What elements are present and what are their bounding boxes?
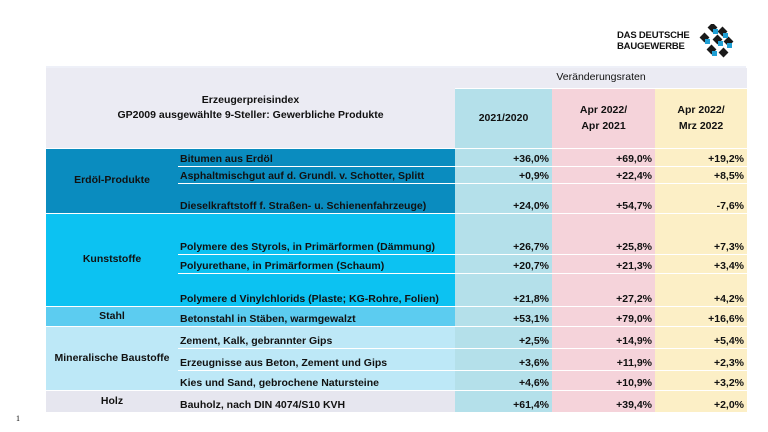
price-index-table: Erzeugerpreisindex GP2009 ausgewählte 9-… [46, 68, 748, 413]
product-cell: Erzeugnisse aus Beton, Zement und Gips [178, 348, 456, 371]
product-cell: Polymere d Vinylchlorids (Plaste; KG-Roh… [178, 273, 456, 307]
value-cell: +3,4% [655, 254, 748, 274]
value-cell: +26,7% [455, 213, 553, 255]
logo-text: DAS DEUTSCHE BAUGEWERBE [617, 30, 690, 52]
logo: DAS DEUTSCHE BAUGEWERBE [617, 24, 734, 58]
table-title-cell: Erzeugerpreisindex GP2009 ausgewählte 9-… [46, 68, 456, 149]
table-row: Kunststoffe Polymere des Styrols, in Prim… [46, 213, 748, 307]
table-row: Mineralische Baustoffe Zement, Kalk, gebr… [46, 326, 748, 391]
value-cell: +10,9% [552, 370, 656, 391]
table-row: Erdöl-Produkte Bitumen aus Erdöl +36,0% +69… [46, 148, 748, 214]
value-cell: +22,4% [552, 166, 656, 184]
table-row: Erzeugnisse aus Beton, Zement und Gips +3… [46, 348, 748, 371]
table-title: Erzeugerpreisindex [201, 93, 300, 106]
value-cell: +8,5% [655, 166, 748, 184]
value-cell: +54,7% [552, 183, 656, 214]
value-cell: +2,0% [655, 390, 748, 413]
logo-line-1: DAS DEUTSCHE [617, 30, 690, 41]
value-cell: +39,4% [552, 390, 656, 413]
value-cell: +20,7% [455, 254, 553, 274]
product-cell: Bauholz, nach DIN 4074/S10 KVH [178, 390, 456, 413]
product-cell: Zement, Kalk, gebrannter Gips [178, 326, 456, 349]
product-cell: Dieselkraftstoff f. Straßen- u. Schienen… [178, 183, 456, 214]
category-cell: Holz [46, 390, 178, 413]
value-cell: +25,8% [552, 213, 656, 255]
value-cell: -7,6% [655, 183, 748, 214]
value-cell: +16,6% [655, 306, 748, 327]
table-row: Dieselkraftstoff f. Straßen- u. Schienen… [46, 183, 748, 214]
value-cell: +19,2% [655, 148, 748, 167]
product-cell: Kies und Sand, gebrochene Natursteine [178, 370, 456, 391]
table-row: Asphaltmischgut auf d. Grundl. v. Schott… [46, 166, 748, 184]
category-cell: Stahl [46, 306, 178, 327]
category-cell: Mineralische Baustoffe [46, 326, 178, 391]
value-cell: +11,9% [552, 348, 656, 371]
product-cell: Betonstahl in Stäben, warmgewalzt [178, 306, 456, 327]
value-cell: +14,9% [552, 326, 656, 349]
logo-line-2: BAUGEWERBE [617, 41, 685, 52]
value-cell: +4,2% [655, 273, 748, 307]
value-cell: +61,4% [455, 390, 553, 413]
column-header-2: Apr 2022/Apr 2021 [552, 88, 656, 149]
table-row: Kies und Sand, gebrochene Natursteine +4,… [46, 370, 748, 391]
product-cell: Bitumen aus Erdöl [178, 148, 456, 167]
table-subtitle: GP2009 ausgewählte 9-Steller: Gewerblich… [117, 108, 384, 121]
table-row: Stahl Betonstahl in Stäben, warmgewalzt +5… [46, 306, 748, 327]
value-cell: +69,0% [552, 148, 656, 167]
value-cell: +2,5% [455, 326, 553, 349]
divider [46, 66, 746, 68]
product-cell: Polyurethane, in Primärformen (Schaum) [178, 254, 456, 274]
value-cell: +7,3% [655, 213, 748, 255]
value-cell: +79,0% [552, 306, 656, 327]
cubes-logo-icon [699, 24, 734, 58]
column-header-1: 2021/2020 [455, 88, 553, 149]
value-cell: +2,3% [655, 348, 748, 371]
category-cell: Kunststoffe [46, 213, 178, 307]
value-cell: +0,9% [455, 166, 553, 184]
product-cell: Asphaltmischgut auf d. Grundl. v. Schott… [178, 166, 456, 184]
value-cell: +53,1% [455, 306, 553, 327]
value-cell: +36,0% [455, 148, 553, 167]
table-row: Polyurethane, in Primärformen (Schaum) +2… [46, 254, 748, 274]
page-number: 1 [16, 414, 20, 423]
value-cell: +4,6% [455, 370, 553, 391]
table-row: Polymere d Vinylchlorids (Plaste; KG-Roh… [46, 273, 748, 307]
value-cell: +21,8% [455, 273, 553, 307]
column-header-3: Apr 2022/Mrz 2022 [655, 88, 748, 149]
value-cell: +3,2% [655, 370, 748, 391]
value-cell: +27,2% [552, 273, 656, 307]
value-cell: +21,3% [552, 254, 656, 274]
category-cell: Erdöl-Produkte [46, 148, 178, 214]
table-row: Holz Bauholz, nach DIN 4074/S10 KVH +61,4%… [46, 390, 748, 413]
value-cell: +24,0% [455, 183, 553, 214]
value-cell: +5,4% [655, 326, 748, 349]
group-header: Veränderungsraten [455, 68, 748, 89]
value-cell: +3,6% [455, 348, 553, 371]
product-cell: Polymere des Styrols, in Primärformen (D… [178, 213, 456, 255]
